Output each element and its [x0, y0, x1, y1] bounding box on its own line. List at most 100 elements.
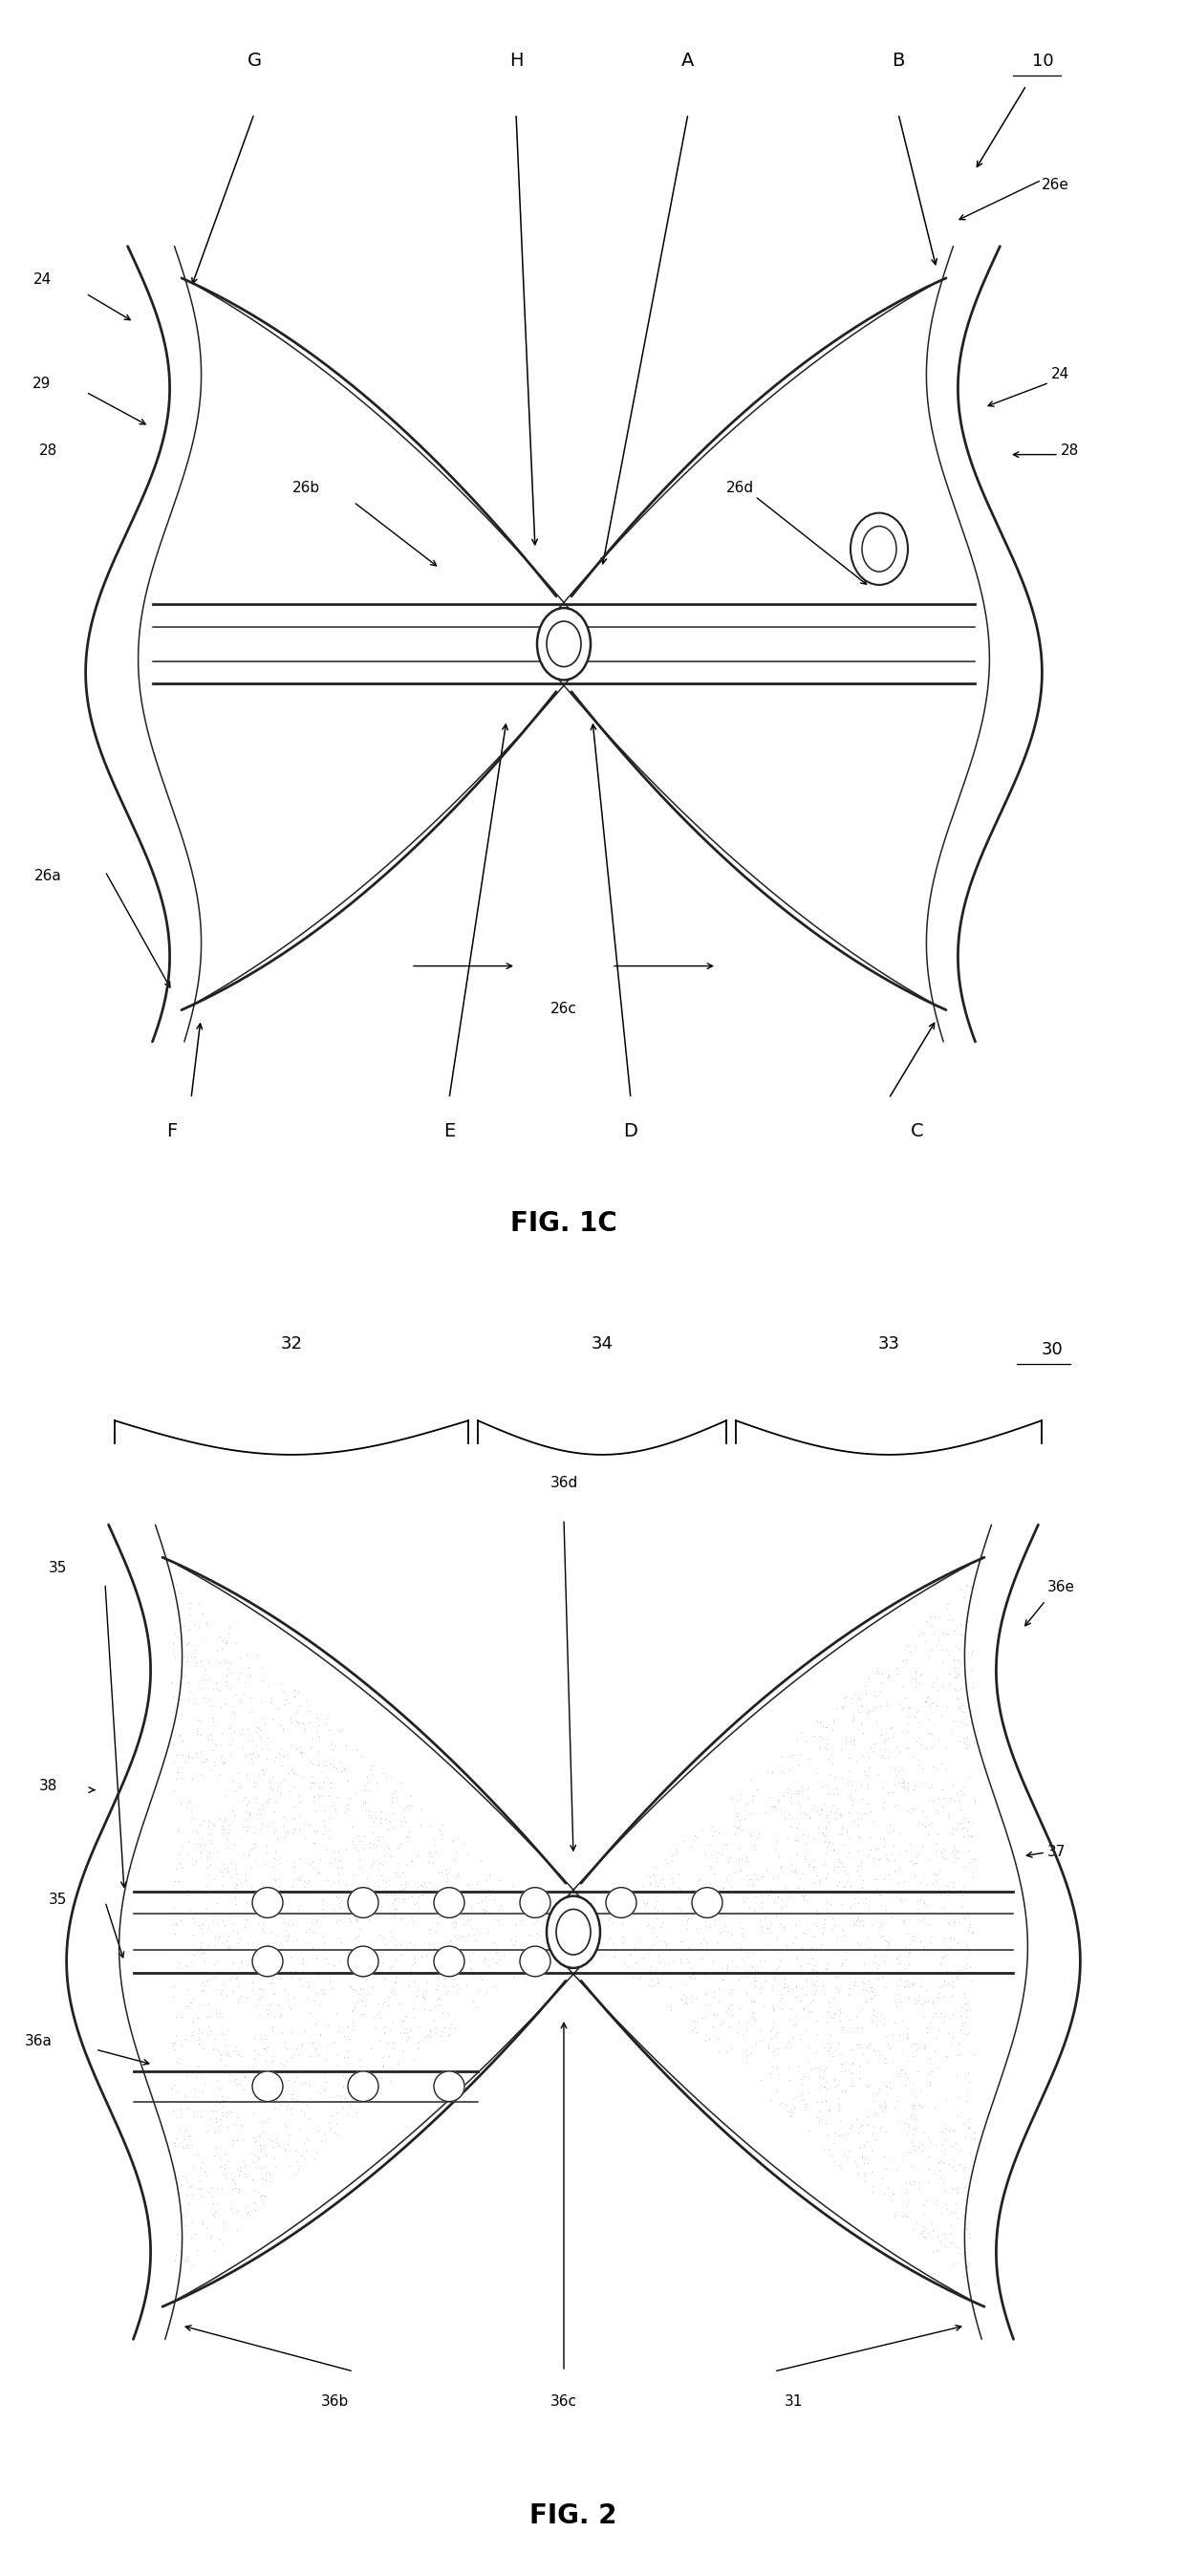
Point	[738, 1783, 757, 1824]
Point	[920, 1803, 939, 1844]
Point	[854, 1749, 873, 1790]
Point	[260, 1806, 278, 1847]
Point	[353, 1950, 372, 1991]
Point	[649, 1935, 668, 1976]
Point	[959, 2050, 978, 2092]
Point	[270, 1924, 289, 1965]
Point	[853, 1904, 872, 1945]
Point	[254, 1785, 273, 1826]
Point	[768, 1940, 787, 1981]
Point	[745, 1950, 764, 1991]
Point	[722, 1968, 741, 2009]
Point	[930, 2221, 949, 2262]
Point	[237, 1978, 256, 2020]
Point	[895, 1901, 914, 1942]
Point	[916, 1981, 935, 2022]
Point	[643, 1906, 662, 1947]
Point	[397, 1996, 416, 2038]
Point	[948, 1829, 967, 1870]
Point	[923, 2210, 942, 2251]
Point	[954, 2159, 973, 2200]
Point	[912, 1965, 931, 2007]
Point	[329, 1860, 348, 1901]
Point	[193, 2027, 212, 2069]
Point	[206, 2089, 225, 2130]
Point	[385, 2027, 404, 2069]
Point	[197, 2151, 216, 2192]
Point	[209, 2030, 228, 2071]
Point	[918, 1677, 937, 1718]
Point	[937, 1726, 956, 1767]
Point	[893, 1749, 912, 1790]
Point	[867, 2120, 886, 2161]
Point	[845, 1904, 864, 1945]
Point	[839, 1762, 858, 1803]
Point	[254, 1911, 273, 1953]
Point	[309, 1775, 328, 1816]
Point	[243, 1968, 262, 2009]
Point	[799, 2071, 818, 2112]
Point	[832, 2007, 851, 2048]
Point	[354, 1816, 373, 1857]
Point	[226, 1674, 245, 1716]
Point	[222, 1643, 241, 1685]
Point	[725, 1806, 744, 1847]
Point	[174, 2241, 193, 2282]
Point	[289, 1775, 308, 1816]
Point	[816, 1765, 835, 1806]
Point	[220, 1705, 239, 1747]
Point	[843, 1677, 861, 1718]
Point	[267, 1832, 286, 1873]
Point	[295, 1868, 314, 1909]
Point	[761, 2053, 780, 2094]
Point	[875, 1819, 893, 1860]
Point	[904, 1963, 923, 2004]
Point	[694, 1888, 713, 1929]
Point	[910, 1762, 929, 1803]
Point	[190, 1582, 209, 1623]
Point	[841, 2105, 860, 2146]
Point	[898, 1625, 917, 1667]
Point	[808, 2097, 827, 2138]
Point	[946, 1826, 965, 1868]
Point	[931, 1695, 950, 1736]
Point	[252, 1698, 271, 1739]
Point	[925, 2087, 944, 2128]
Point	[335, 1870, 354, 1911]
Point	[213, 2223, 232, 2264]
Point	[251, 1968, 270, 2009]
Point	[347, 1728, 366, 1770]
Point	[700, 1824, 719, 1865]
Point	[725, 1814, 744, 1855]
Point	[811, 1728, 830, 1770]
Point	[344, 1821, 363, 1862]
Point	[877, 1713, 896, 1754]
Point	[292, 1731, 310, 1772]
Point	[226, 1862, 245, 1904]
Point	[818, 1883, 837, 1924]
Point	[348, 1870, 367, 1911]
Point	[322, 1783, 341, 1824]
Point	[784, 1852, 803, 1893]
Point	[830, 2084, 848, 2125]
Point	[889, 1834, 908, 1875]
Point	[473, 1880, 492, 1922]
Point	[722, 2027, 741, 2069]
Point	[281, 2089, 300, 2130]
Point	[693, 1996, 712, 2038]
Point	[888, 1862, 907, 1904]
Point	[954, 1705, 973, 1747]
Point	[310, 1777, 329, 1819]
Point	[716, 1904, 735, 1945]
Point	[910, 2161, 929, 2202]
Point	[256, 2159, 275, 2200]
Point	[886, 1726, 905, 1767]
Point	[828, 1839, 847, 1880]
Point	[274, 1806, 293, 1847]
Point	[327, 2045, 346, 2087]
Text: 28: 28	[39, 443, 57, 459]
Point	[250, 2138, 269, 2179]
Point	[465, 1914, 483, 1955]
Point	[366, 2007, 385, 2048]
Point	[296, 2117, 315, 2159]
